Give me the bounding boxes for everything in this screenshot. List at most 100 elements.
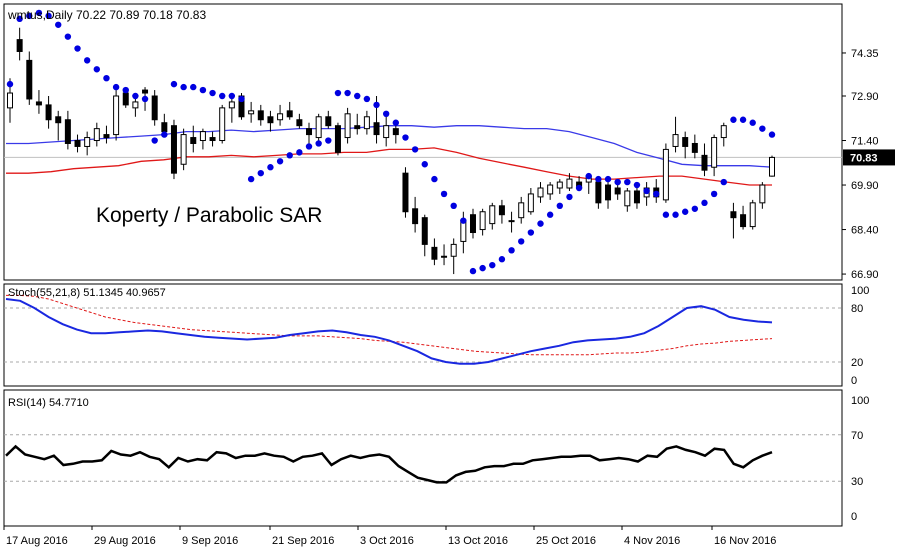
sar-dot — [701, 199, 708, 207]
sar-dot — [132, 92, 139, 100]
stochastic-lines — [5, 294, 773, 365]
rsi-label: RSI(14) 54.7710 — [8, 397, 89, 409]
candlesticks — [7, 27, 775, 275]
candle-bear — [257, 110, 264, 121]
candle-bull — [759, 184, 766, 204]
ma-red-line — [6, 147, 772, 186]
candle-bull — [93, 128, 100, 142]
candle-bear — [16, 39, 23, 52]
candle-bull — [219, 107, 226, 142]
candle-bull — [672, 134, 679, 147]
sar-dot — [35, 9, 43, 17]
sar-dot — [16, 15, 23, 23]
sar-dot — [440, 190, 448, 198]
price-tick-label: 71.40 — [851, 136, 879, 148]
sar-dot — [305, 143, 313, 150]
candle-bear — [142, 89, 149, 94]
rsi-panel-frame — [3, 389, 843, 527]
sar-dot — [267, 164, 274, 171]
candle-bull — [132, 101, 139, 109]
sar-dot — [103, 74, 110, 82]
sar-dot — [672, 211, 679, 218]
candle-bear — [682, 137, 689, 147]
candle-bull — [566, 178, 573, 189]
rsi-line — [5, 444, 773, 484]
candle-bull — [113, 95, 120, 136]
sar-dot — [209, 89, 216, 97]
stoch-signal-line — [6, 294, 773, 356]
sar-dot — [469, 267, 477, 275]
price-tick-label: 69.90 — [851, 180, 879, 192]
candle-bear — [122, 92, 129, 106]
price-tick-label: 72.90 — [851, 91, 879, 103]
sar-dot — [325, 137, 332, 144]
candle-bull — [624, 190, 631, 207]
price-tick-label: 74.35 — [851, 48, 879, 60]
sar-dot — [180, 83, 187, 91]
x-tick-label: 16 Nov 2016 — [714, 535, 776, 547]
x-tick-label: 21 Sep 2016 — [272, 535, 334, 547]
sar-dot — [64, 33, 72, 40]
candle-bull — [277, 113, 284, 121]
x-tick-label: 13 Oct 2016 — [448, 535, 508, 547]
sar-dot — [373, 101, 380, 109]
candle-bull — [363, 116, 370, 130]
candle-bear — [26, 59, 33, 100]
symbol-header: wmtus,Daily 70.22 70.89 70.18 70.83 — [7, 8, 206, 22]
sar-dot — [720, 178, 727, 186]
candle-bull — [84, 137, 91, 147]
candle-bear — [209, 137, 216, 142]
candle-bear — [402, 172, 409, 213]
x-tick-label: 17 Aug 2016 — [6, 535, 68, 547]
candle-bull — [441, 255, 448, 258]
candle-bear — [103, 134, 110, 139]
sar-dot — [228, 92, 236, 100]
candle-bull — [180, 134, 187, 165]
candle-bear — [74, 140, 81, 147]
sar-dot — [45, 12, 52, 20]
candle-bull — [199, 131, 206, 142]
rsi-tick-label: 100 — [851, 395, 869, 407]
candle-bear — [412, 208, 419, 225]
candle-bear — [469, 214, 476, 234]
price-tick-label: 66.90 — [851, 269, 879, 281]
sar-dot — [460, 217, 467, 224]
sar-dot — [122, 86, 129, 94]
sar-dot — [518, 238, 525, 245]
candle-bull — [769, 156, 775, 177]
candle-bear — [35, 101, 42, 106]
sar-dot — [93, 66, 101, 73]
candle-bull — [508, 220, 515, 223]
x-tick-label: 3 Oct 2016 — [360, 535, 414, 547]
x-tick-label: 9 Sep 2016 — [182, 535, 238, 547]
candle-bull — [248, 110, 255, 115]
candle-bull — [537, 187, 544, 198]
candle-bear — [595, 181, 602, 204]
sar-dot — [479, 264, 486, 272]
rsi-tick-label: 0 — [851, 511, 857, 523]
parabolic-sar-dots — [6, 9, 776, 275]
candle-bear — [431, 246, 438, 260]
sar-dot — [739, 116, 747, 123]
x-tick-label: 4 Nov 2016 — [624, 535, 680, 547]
candle-bear — [45, 104, 52, 121]
candle-bear — [701, 154, 708, 171]
sar-dot — [431, 175, 438, 183]
candle-bull — [556, 181, 563, 189]
sar-dot — [643, 187, 650, 195]
candle-bear — [306, 128, 313, 136]
price-tick-label: 68.40 — [851, 225, 879, 237]
candle-bull — [720, 125, 727, 139]
sar-dot — [595, 175, 602, 183]
sar-dot — [604, 175, 612, 183]
sar-dot — [653, 190, 660, 198]
candle-bull — [450, 243, 457, 257]
sar-dot — [392, 119, 400, 126]
sar-dot — [421, 161, 428, 168]
candle-bull — [344, 113, 351, 139]
sar-dot — [489, 261, 496, 269]
sar-dot — [141, 95, 149, 103]
sar-dot — [151, 137, 158, 144]
sar-dot — [334, 89, 342, 97]
